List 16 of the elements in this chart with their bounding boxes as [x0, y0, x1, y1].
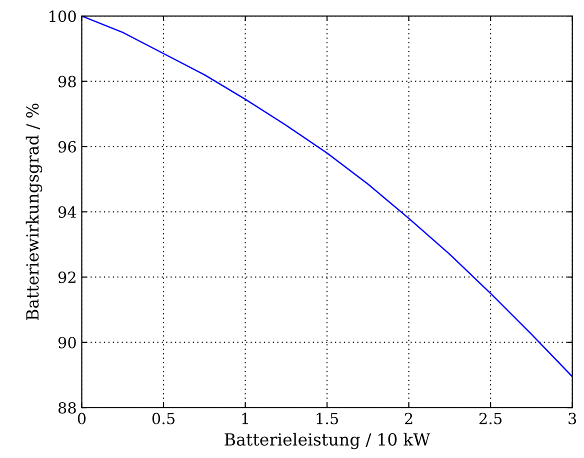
y-tick-label: 88	[58, 402, 76, 414]
x-tick-label: 1	[242, 412, 248, 424]
x-tick-label: 2	[404, 412, 412, 424]
x-tick-label: 0.5	[152, 412, 174, 424]
x-tick-label: 2.5	[479, 412, 502, 424]
y-tick-label: 100	[50, 10, 76, 22]
x-tick-label: 3	[568, 412, 576, 424]
y-tick-label: 96	[58, 141, 76, 153]
x-tick-label: 1.5	[316, 412, 338, 424]
x-axis-title: Batterieleistung / 10 kW	[224, 432, 430, 450]
y-tick-label: 90	[58, 336, 76, 348]
y-tick-label: 94	[58, 206, 76, 218]
y-axis-title: Batteriewirkungsgrad / %	[26, 104, 42, 320]
x-tick-label: 0	[78, 412, 86, 424]
y-tick-label: 98	[58, 76, 76, 88]
y-tick-label: 92	[58, 272, 76, 284]
